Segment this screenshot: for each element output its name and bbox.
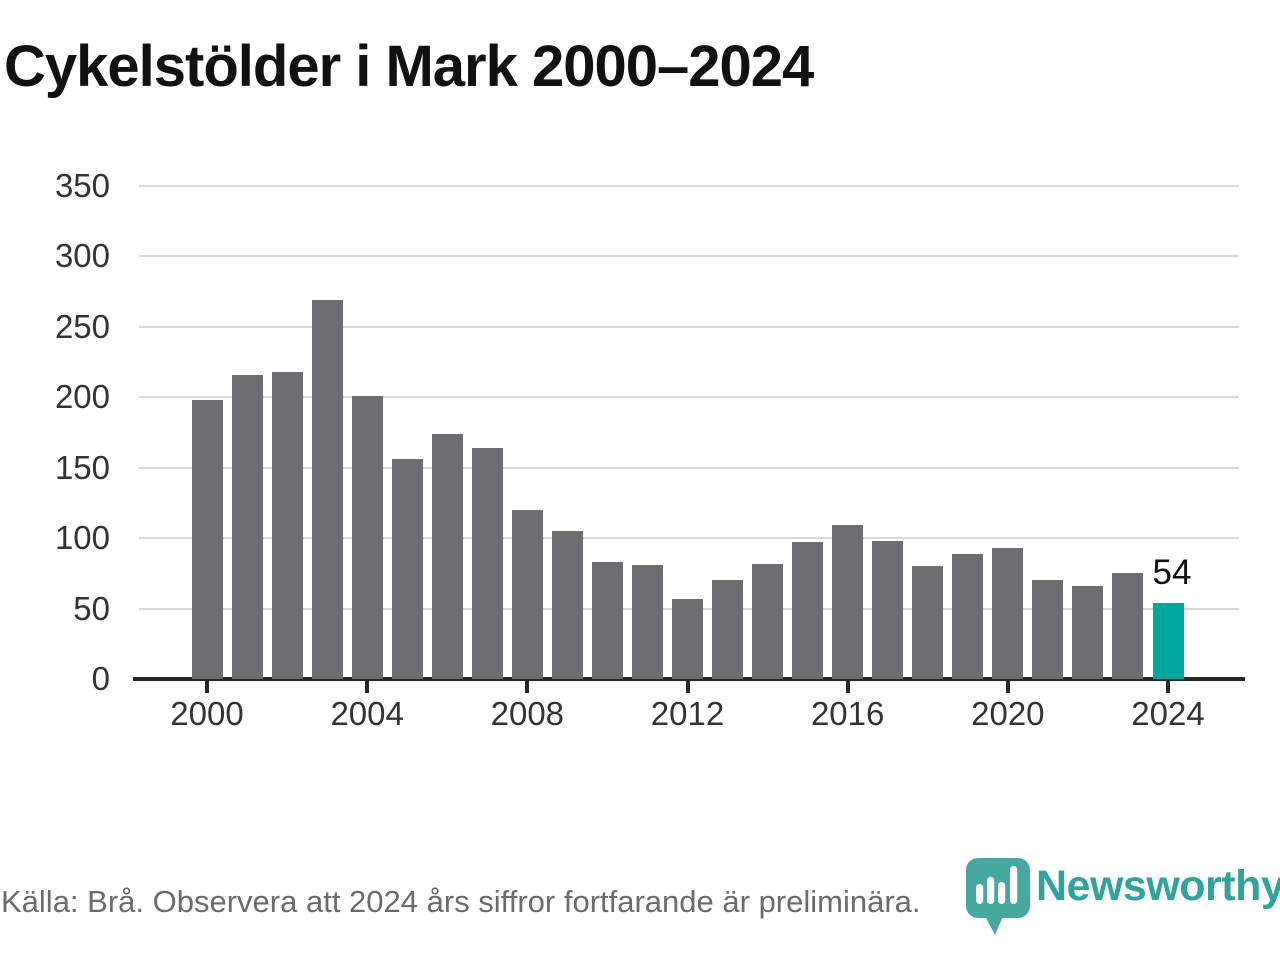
- bar-2005: [391, 459, 423, 679]
- bar-2014: [752, 563, 784, 679]
- x-axis-tick-2016: [845, 680, 850, 693]
- x-axis-tick-2004: [365, 680, 370, 693]
- gridline-200: [139, 396, 1239, 399]
- x-axis-tick-2020: [1005, 680, 1010, 693]
- y-axis-labels: 0 50 100 150 200 250 300 350: [0, 168, 110, 697]
- x-tick-label-2020: 2020: [971, 695, 1045, 732]
- bar-2022: [1072, 586, 1104, 679]
- bar-2008: [511, 509, 543, 679]
- x-axis-tick-2000: [205, 680, 209, 693]
- bar-2010: [591, 562, 623, 679]
- x-axis-line: [133, 677, 1245, 681]
- chart-title: Cykelstölder i Mark 2000–2024: [4, 34, 814, 99]
- x-tick-label-2000: 2000: [170, 695, 244, 732]
- source-note: Källa: Brå. Observera att 2024 års siffr…: [1, 884, 921, 919]
- bar-2023: [1112, 573, 1144, 679]
- x-axis-tick-2012: [685, 680, 690, 693]
- y-tick-label-250: 250: [54, 307, 110, 345]
- bar-2007: [471, 448, 503, 679]
- bar-2009: [551, 531, 583, 679]
- gridline-300: [139, 255, 1239, 258]
- y-tick-label-150: 150: [54, 448, 110, 486]
- x-tick-label-2008: 2008: [490, 695, 565, 732]
- bar-2001: [231, 374, 263, 679]
- bar-2015: [792, 542, 824, 679]
- bar-2016: [832, 525, 864, 679]
- x-tick-label-2004: 2004: [330, 695, 404, 732]
- bar-2003: [311, 300, 343, 679]
- bar-2006: [431, 433, 463, 679]
- newsworthy-logo-icon: [962, 856, 1034, 941]
- plot-area: 54 2000 2004 2008 2012 2016 2020 2024: [133, 185, 1245, 732]
- y-tick-label-300: 300: [54, 237, 110, 275]
- x-tick-label-2024: 2024: [1131, 695, 1205, 732]
- bar-2019: [952, 553, 984, 679]
- bar-2021: [1032, 580, 1064, 679]
- bar-2011: [631, 564, 663, 679]
- y-tick-label-200: 200: [54, 378, 110, 416]
- x-axis-tick-2008: [525, 680, 530, 693]
- bar-2002: [271, 371, 303, 679]
- bar-2024: [1152, 602, 1184, 679]
- x-tick-label-2016: 2016: [810, 695, 885, 732]
- y-tick-label-50: 50: [73, 589, 110, 627]
- bar-2004: [351, 395, 383, 679]
- y-tick-label-350: 350: [54, 167, 110, 204]
- gridline-100: [139, 537, 1239, 540]
- bar-2017: [872, 540, 904, 679]
- highlight-value-label: 54: [1152, 552, 1192, 592]
- gridline-350: [139, 185, 1239, 187]
- y-tick-label-0: 0: [91, 660, 110, 697]
- gridline-150: [139, 466, 1239, 469]
- bar-2000: [191, 400, 223, 679]
- x-tick-label-2012: 2012: [650, 695, 725, 732]
- y-tick-label-100: 100: [54, 519, 110, 557]
- gridline-250: [139, 325, 1239, 328]
- bar-2018: [912, 566, 944, 679]
- x-axis-tick-2024: [1166, 680, 1170, 693]
- bar-2012: [672, 598, 703, 679]
- bar-2020: [992, 548, 1024, 679]
- newsworthy-logo-text: Newsworthy: [1036, 862, 1280, 910]
- bar-2013: [712, 580, 744, 679]
